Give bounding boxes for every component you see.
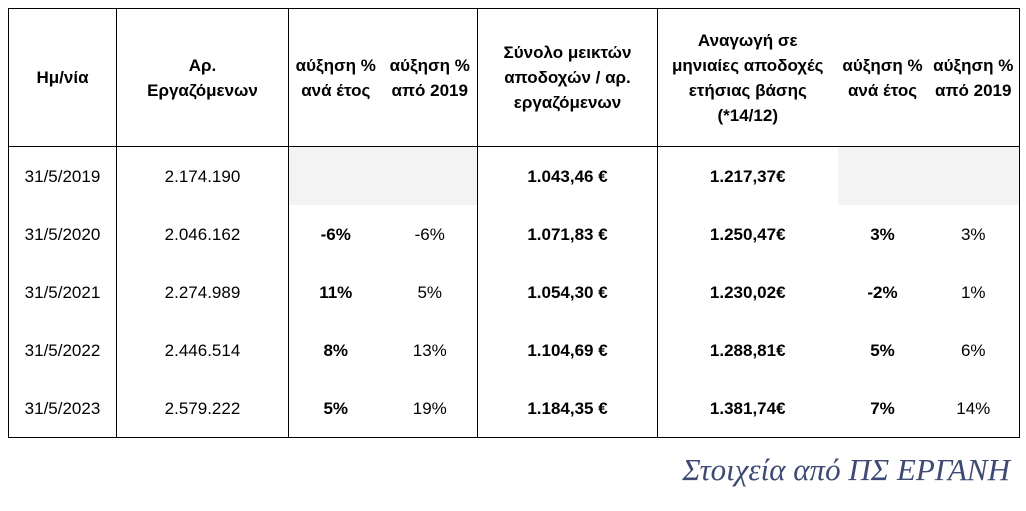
monthly-wages-cell: 1.230,02€	[709, 282, 786, 302]
header-growth-since-2019: αύξηση % από 2019	[382, 8, 478, 148]
header-date: Ημ/νία	[8, 8, 117, 148]
table-row: 31/5/2020 2.046.162 -6% -6% 1.071,83 € 1…	[8, 204, 1020, 264]
growth-since-2019-cell	[382, 146, 478, 205]
employees-cell: 2.046.162	[116, 204, 289, 264]
wage-growth-since-2019-cell: 14%	[927, 379, 1020, 438]
table-row: 31/5/2019 2.174.190 1.043,46 € 1.217,37€	[8, 146, 1020, 205]
yearly-growth-cell: 8%	[323, 340, 349, 360]
header-yearly-growth: αύξηση % ανά έτος	[288, 8, 383, 148]
wage-yearly-growth-cell: -2%	[867, 282, 898, 302]
monthly-wages-cell: 1.288,81€	[709, 340, 786, 360]
growth-since-2019-cell: 13%	[382, 321, 478, 380]
gross-wages-cell: 1.071,83 €	[477, 204, 658, 264]
gross-wages-cell: 1.054,30 €	[477, 263, 658, 322]
yearly-growth-cell: 11%	[319, 282, 353, 302]
yearly-growth-cell: 5%	[323, 398, 349, 418]
header-gross-wages-per-employee: Σύνολο μεικτών αποδοχών / αρ. εργαζόμενω…	[477, 8, 658, 148]
yearly-growth-cell: -6%	[320, 224, 351, 244]
wage-growth-since-2019-cell: 6%	[927, 321, 1020, 380]
employees-cell: 2.579.222	[116, 379, 289, 438]
growth-since-2019-cell: 5%	[382, 263, 478, 322]
table-row: 31/5/2023 2.579.222 5% 19% 1.184,35 € 1.…	[8, 379, 1020, 438]
date-cell: 31/5/2022	[8, 321, 117, 380]
table-row: 31/5/2021 2.274.989 11% 5% 1.054,30 € 1.…	[8, 263, 1020, 322]
wage-yearly-growth-cell: 7%	[870, 398, 895, 418]
wage-growth-since-2019-cell: 1%	[927, 263, 1020, 322]
growth-since-2019-cell: -6%	[382, 204, 478, 264]
employees-cell: 2.174.190	[116, 146, 289, 205]
header-wage-yearly-growth: αύξηση % ανά έτος	[837, 8, 928, 148]
header-employees: Αρ. Εργαζόμενων	[116, 8, 289, 148]
gross-wages-cell: 1.184,35 €	[477, 379, 658, 438]
header-row: Ημ/νία Αρ. Εργαζόμενων αύξηση % ανά έτος…	[8, 8, 1020, 148]
header-wage-growth-since-2019: αύξηση % από 2019	[927, 8, 1020, 148]
wage-yearly-growth-cell: 5%	[870, 340, 895, 360]
date-cell: 31/5/2019	[8, 146, 117, 205]
employees-cell: 2.446.514	[116, 321, 289, 380]
wage-yearly-growth-cell	[837, 146, 928, 205]
date-cell: 31/5/2023	[8, 379, 117, 438]
growth-since-2019-cell: 19%	[382, 379, 478, 438]
gross-wages-cell: 1.043,46 €	[477, 146, 658, 205]
employees-cell: 2.274.989	[116, 263, 289, 322]
monthly-wages-cell: 1.381,74€	[709, 398, 786, 418]
source-caption: Στοιχεία από ΠΣ ΕΡΓΑΝΗ	[682, 452, 1010, 487]
date-cell: 31/5/2020	[8, 204, 117, 264]
wage-growth-since-2019-cell	[927, 146, 1020, 205]
date-cell: 31/5/2021	[8, 263, 117, 322]
wage-growth-since-2019-cell: 3%	[927, 204, 1020, 264]
wage-yearly-growth-cell: 3%	[870, 224, 895, 244]
employment-wages-table: Ημ/νία Αρ. Εργαζόμενων αύξηση % ανά έτος…	[8, 8, 1020, 438]
table-row: 31/5/2022 2.446.514 8% 13% 1.104,69 € 1.…	[8, 321, 1020, 380]
monthly-wages-cell: 1.250,47€	[709, 224, 786, 244]
monthly-wages-cell: 1.217,37€	[709, 166, 786, 186]
yearly-growth-cell	[288, 146, 383, 205]
header-monthly-annualized-wages: Αναγωγή σε μηνιαίες αποδοχές ετήσιας βάσ…	[657, 8, 838, 148]
gross-wages-cell: 1.104,69 €	[477, 321, 658, 380]
